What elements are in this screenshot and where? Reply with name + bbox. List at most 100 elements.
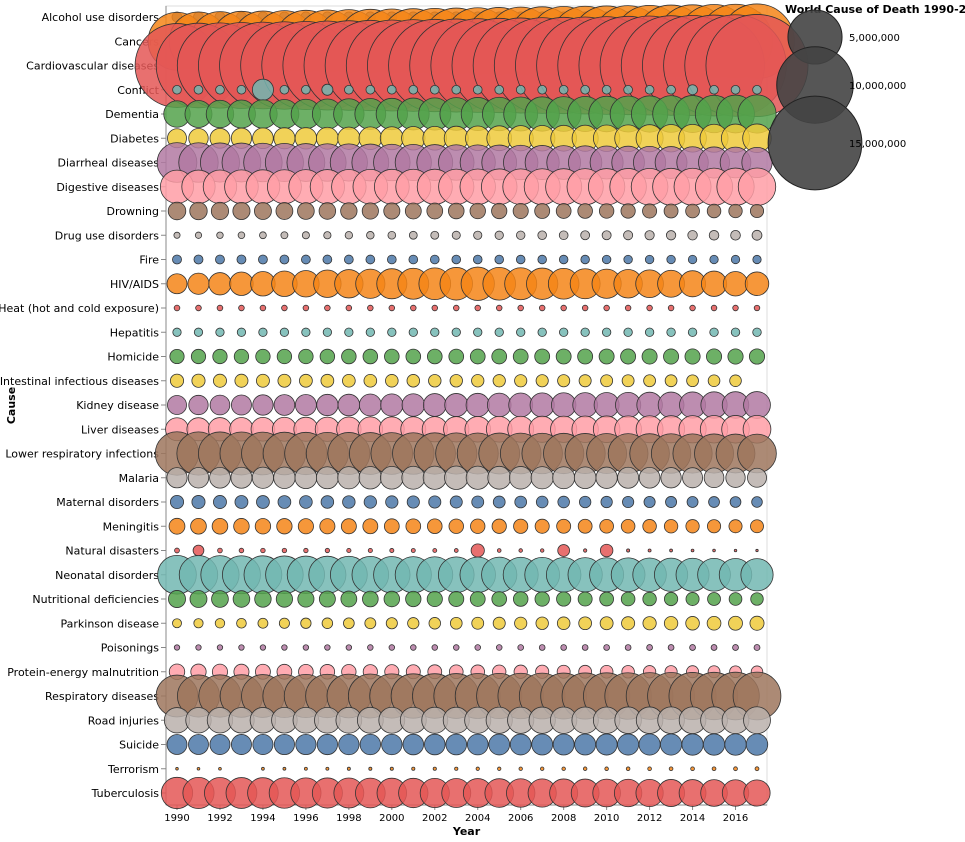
- bubble-mark: [623, 254, 633, 265]
- bubble-mark: [281, 644, 288, 651]
- bubble-mark: [259, 644, 267, 651]
- bubble-mark: [620, 591, 636, 607]
- bubble-mark: [210, 201, 230, 221]
- bubble-mark: [749, 615, 765, 631]
- bubble-mark: [172, 84, 182, 95]
- bubble-mark: [690, 548, 695, 553]
- bubble-mark: [620, 518, 636, 534]
- bubble-mark: [753, 644, 761, 651]
- bubble-mark: [743, 706, 771, 735]
- y-tick-label: Cardiovascular diseases: [26, 60, 159, 73]
- bubble-mark: [214, 618, 226, 629]
- bubble-mark: [451, 84, 462, 95]
- bubble-mark: [751, 496, 763, 508]
- bubble-mark: [601, 230, 612, 241]
- bubble-mark: [573, 466, 597, 489]
- bubble-mark: [407, 617, 420, 630]
- bubble-mark: [707, 519, 722, 534]
- bubble-mark: [518, 548, 523, 553]
- bubble-mark: [401, 465, 426, 490]
- bubble-mark: [709, 254, 719, 265]
- bubble-mark: [432, 766, 437, 771]
- bubble-mark: [172, 254, 182, 265]
- bubble-mark: [730, 84, 741, 95]
- bubble-mark: [470, 518, 486, 534]
- bubble-mark: [722, 271, 749, 297]
- legend-label: 10,000,000: [849, 81, 906, 92]
- bubble-mark: [359, 733, 381, 756]
- bubble-mark: [690, 766, 695, 772]
- bubble-mark: [599, 518, 614, 534]
- bubble-mark: [466, 733, 489, 756]
- bubble-mark: [538, 304, 546, 312]
- bubble-mark: [346, 547, 352, 554]
- bubble-mark: [492, 616, 506, 630]
- bubble-mark: [294, 466, 318, 490]
- bubble-mark: [599, 543, 614, 558]
- bubble-mark: [471, 616, 485, 630]
- bubble-mark: [555, 203, 572, 219]
- bubble-mark: [319, 518, 336, 535]
- bubble-mark: [432, 548, 438, 553]
- bubble-mark: [279, 254, 290, 265]
- bubble-mark: [623, 327, 633, 337]
- bubble-mark: [190, 517, 207, 535]
- bubble-mark: [169, 494, 185, 510]
- bubble-mark: [385, 617, 398, 630]
- bubble-mark: [509, 466, 533, 490]
- bubble-mark: [638, 733, 661, 756]
- bubble-mark: [706, 203, 722, 219]
- bubble-mark: [429, 254, 440, 265]
- bubble-mark: [491, 348, 508, 365]
- bubble-mark: [642, 616, 657, 631]
- bubble-mark: [643, 374, 656, 388]
- bubble-mark: [273, 733, 295, 756]
- bubble-mark: [557, 544, 570, 557]
- bubble-mark: [538, 644, 546, 651]
- bubble-mark: [389, 548, 395, 553]
- bubble-mark: [297, 590, 315, 608]
- bubble-mark: [689, 644, 696, 651]
- bubble-mark: [492, 495, 506, 509]
- bubble-mark: [295, 733, 317, 756]
- bubble-mark: [509, 733, 532, 756]
- bubble-mark: [196, 766, 201, 771]
- bubble-mark: [486, 392, 512, 418]
- bubble-mark: [531, 733, 554, 756]
- bubble-mark: [362, 348, 379, 365]
- bubble-mark: [598, 348, 615, 365]
- bubble-mark: [251, 466, 274, 489]
- bubble-mark: [408, 254, 419, 265]
- bubble-mark: [729, 374, 742, 387]
- bubble-mark: [297, 518, 314, 535]
- x-tick-label: 2000: [379, 813, 404, 824]
- bubble-mark: [560, 304, 567, 312]
- bubble-mark: [430, 230, 440, 240]
- bubble-mark: [402, 733, 424, 756]
- bubble-mark: [411, 766, 416, 771]
- bubble-mark: [508, 392, 534, 418]
- bubble-mark: [535, 616, 549, 630]
- bubble-mark: [380, 465, 404, 490]
- bubble-mark: [703, 467, 725, 489]
- bubble-mark: [342, 495, 356, 509]
- bubble-mark: [473, 327, 483, 337]
- y-tick-label: Poisonings: [101, 642, 159, 655]
- bubble-mark: [471, 374, 485, 388]
- bubble-mark: [238, 304, 245, 312]
- bubble-mark: [712, 548, 716, 553]
- bubble-mark: [469, 348, 486, 365]
- bubble-mark: [583, 548, 588, 553]
- bubble-mark: [236, 327, 247, 337]
- bubble-mark: [558, 230, 569, 241]
- bubble-mark: [338, 733, 360, 756]
- bubble-mark: [301, 231, 310, 240]
- bubble-mark: [617, 733, 640, 756]
- bubble-mark: [193, 618, 204, 629]
- bubble-mark: [471, 495, 485, 509]
- x-tick-label: 2008: [551, 813, 576, 824]
- bubble-mark: [474, 304, 481, 312]
- bubble-mark: [260, 547, 266, 554]
- bubble-mark: [384, 348, 400, 365]
- bubble-mark: [728, 615, 743, 631]
